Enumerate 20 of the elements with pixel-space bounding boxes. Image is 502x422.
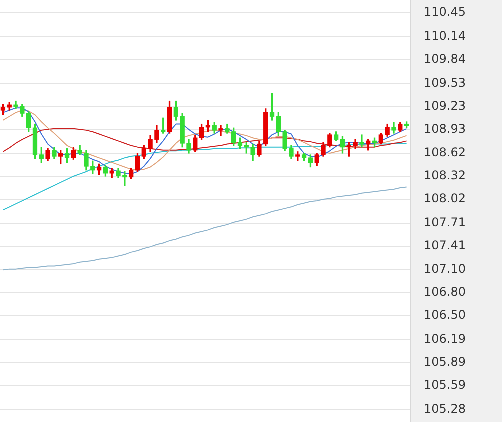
y-tick-label: 105.59 xyxy=(424,378,466,392)
y-tick-label: 107.10 xyxy=(424,262,466,276)
y-tick-label: 106.80 xyxy=(424,285,466,300)
y-tick-label: 109.23 xyxy=(424,98,466,113)
candlestick xyxy=(360,134,364,148)
y-tick-label: 108.32 xyxy=(424,168,466,183)
y-tick-label: 109.84 xyxy=(424,52,466,66)
y-tick-label: 110.14 xyxy=(424,28,466,43)
y-tick-label: 106.50 xyxy=(424,308,466,322)
y-tick-label: 108.62 xyxy=(424,146,466,160)
y-tick-label: 108.93 xyxy=(424,122,466,136)
y-tick-label: 109.53 xyxy=(424,76,466,90)
y-tick-label: 108.02 xyxy=(424,192,466,206)
y-tick-label: 110.45 xyxy=(424,5,466,20)
y-tick-label: 107.71 xyxy=(424,215,466,230)
candlestick xyxy=(218,126,224,136)
y-tick-label: 105.28 xyxy=(424,402,466,416)
y-tick-label: 107.41 xyxy=(424,238,466,252)
y-tick-label: 105.89 xyxy=(424,355,466,370)
y-tick-label: 106.19 xyxy=(424,332,466,346)
